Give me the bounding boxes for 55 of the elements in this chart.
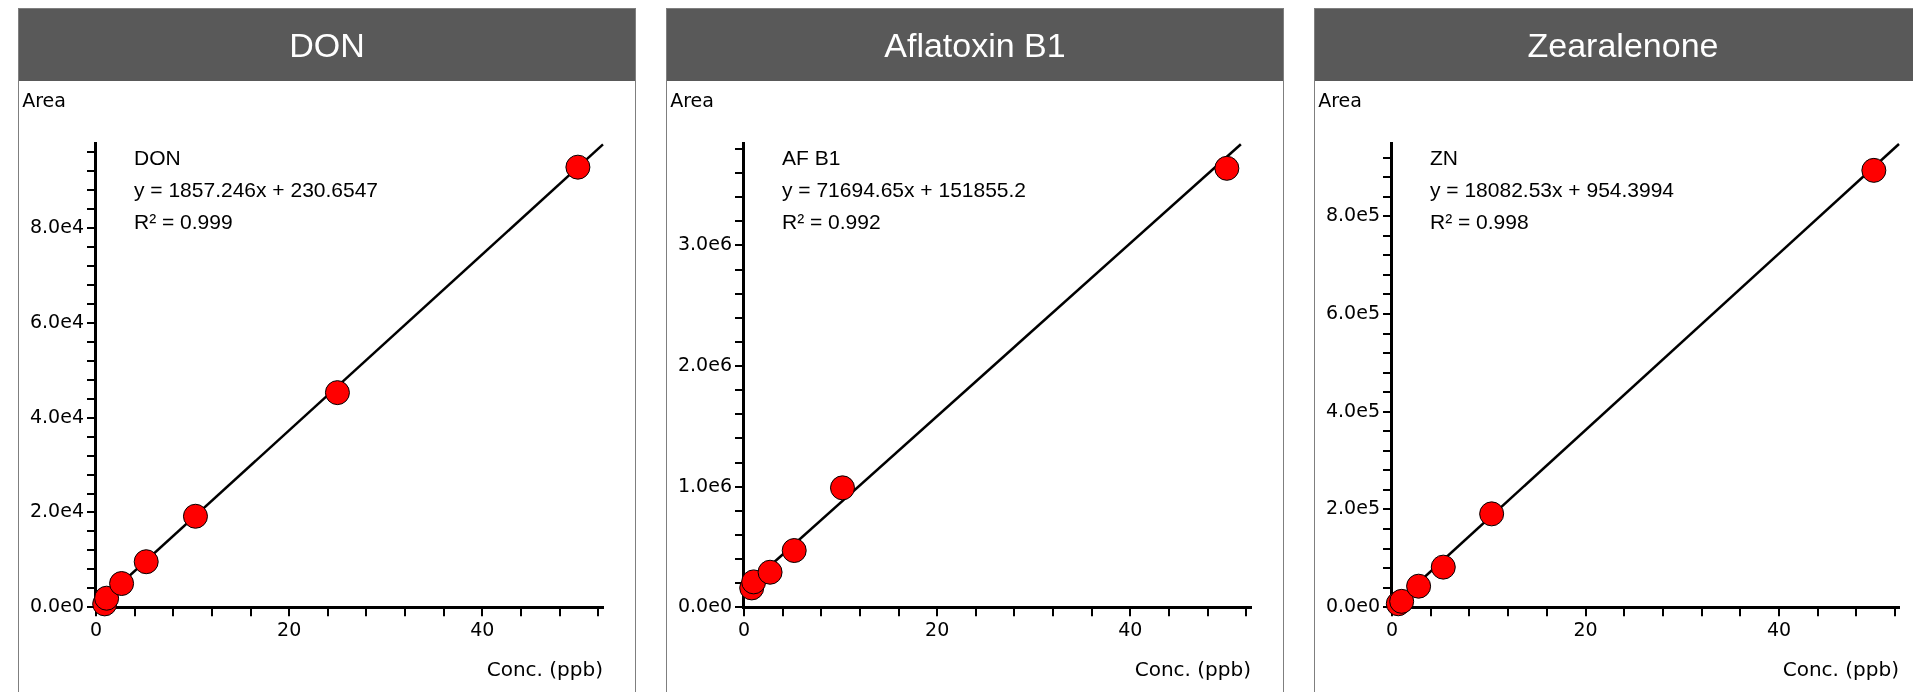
x-axis-title: Conc. (ppb) bbox=[1782, 657, 1899, 682]
chart-title: Aflatoxin B1 bbox=[667, 9, 1283, 81]
annotation: R² = 0.999 bbox=[133, 210, 233, 233]
y-tick-label: 0.0e0 bbox=[29, 594, 84, 617]
x-tick-label: 0 bbox=[737, 617, 751, 640]
y-tick-label: 2.0e6 bbox=[677, 352, 732, 375]
point bbox=[830, 475, 855, 501]
y-axis-title: Area bbox=[670, 89, 714, 111]
annotation: DON bbox=[133, 146, 181, 169]
annotation: y = 71694.65x + 151855.2 bbox=[781, 178, 1027, 201]
point bbox=[1214, 155, 1240, 181]
annotation: ZN bbox=[1429, 146, 1458, 169]
point bbox=[757, 559, 783, 585]
annotation: y = 1857.246x + 230.6547 bbox=[133, 178, 379, 201]
y-axis-title: Area bbox=[22, 89, 66, 111]
y-tick-label: 6.0e4 bbox=[29, 309, 84, 332]
annotation: AF B1 bbox=[781, 146, 841, 169]
point bbox=[109, 571, 135, 597]
point bbox=[133, 549, 159, 575]
point bbox=[324, 380, 350, 406]
x-tick-label: 40 bbox=[470, 617, 495, 640]
y-tick-label: 1.0e6 bbox=[677, 473, 732, 496]
x-tick-label: 20 bbox=[925, 617, 950, 640]
y-tick-label: 0.0e0 bbox=[677, 594, 732, 617]
annotation: y = 18082.53x + 954.3994 bbox=[1429, 178, 1675, 201]
annotation: R² = 0.998 bbox=[1429, 210, 1529, 233]
chart-title: DON bbox=[19, 9, 635, 81]
y-tick-label: 4.0e4 bbox=[29, 404, 84, 427]
annotation: R² = 0.992 bbox=[781, 210, 881, 233]
y-axis-title: Area bbox=[1318, 89, 1362, 111]
x-tick-label: 40 bbox=[1766, 617, 1792, 640]
x-axis-title: Conc. (ppb) bbox=[1134, 657, 1251, 682]
y-tick-label: 3.0e6 bbox=[677, 232, 732, 255]
x-tick-label: 20 bbox=[1573, 617, 1598, 640]
y-tick-label: 8.0e4 bbox=[29, 215, 84, 238]
point bbox=[1406, 573, 1432, 599]
point bbox=[781, 538, 807, 564]
point bbox=[94, 585, 120, 611]
point bbox=[565, 154, 591, 180]
x-axis-title: Conc. (ppb) bbox=[486, 657, 603, 682]
point bbox=[1861, 157, 1887, 183]
point bbox=[1479, 501, 1505, 527]
x-tick-label: 0 bbox=[89, 617, 103, 640]
y-tick-label: 2.0e5 bbox=[1325, 496, 1380, 519]
y-tick-label: 8.0e5 bbox=[1325, 203, 1380, 226]
point bbox=[182, 503, 208, 529]
x-tick-label: 20 bbox=[277, 617, 302, 640]
chart-title: Zearalenone bbox=[1315, 9, 1913, 81]
x-tick-label: 40 bbox=[1118, 617, 1143, 640]
y-tick-label: 4.0e5 bbox=[1325, 398, 1380, 421]
y-tick-label: 2.0e4 bbox=[29, 499, 84, 522]
y-tick-label: 6.0e5 bbox=[1325, 300, 1380, 323]
x-tick-label: 0 bbox=[1385, 617, 1399, 640]
y-tick-label: 0.0e0 bbox=[1325, 594, 1380, 617]
point bbox=[1430, 554, 1456, 580]
